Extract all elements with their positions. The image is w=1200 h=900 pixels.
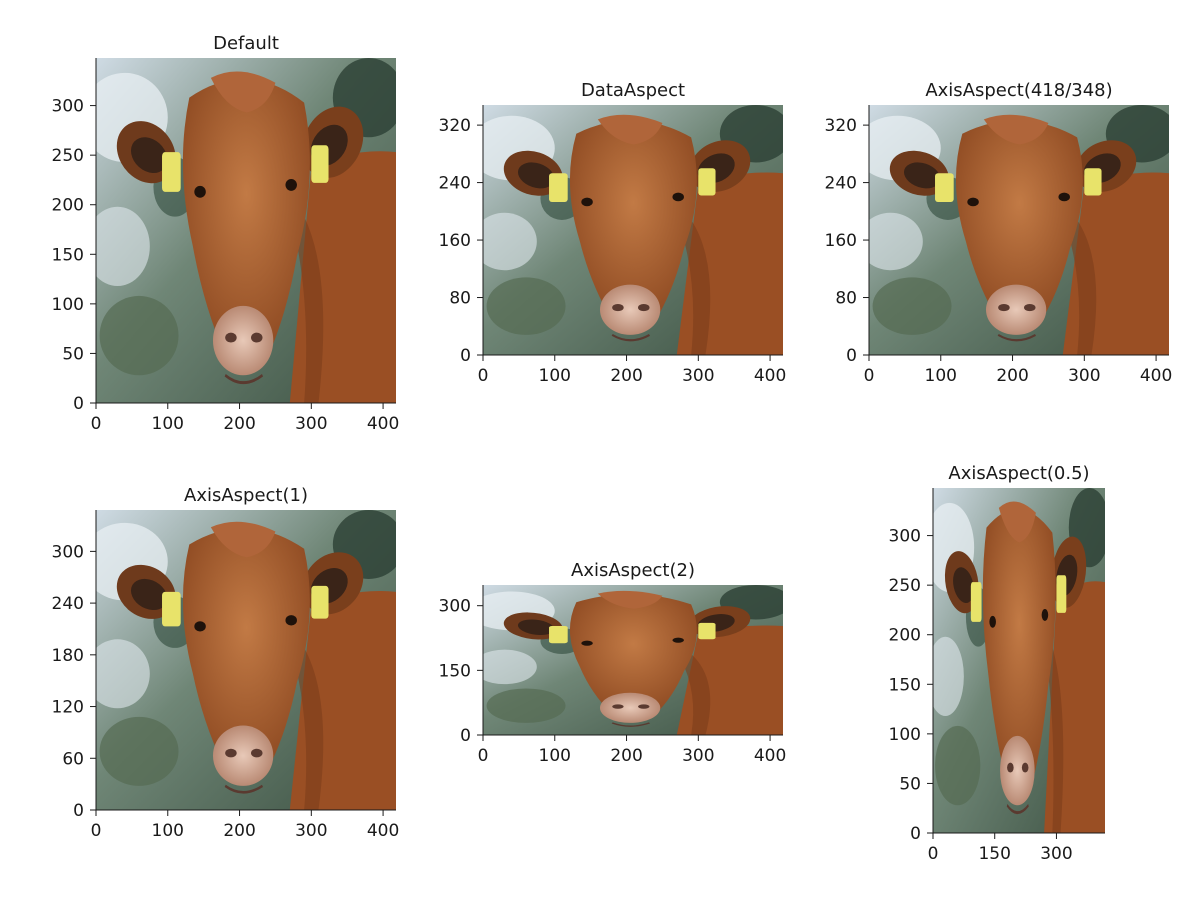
y-tick-label: 150 (889, 675, 921, 695)
x-tick-label: 0 (478, 746, 489, 766)
panel-title: AxisAspect(2) (571, 560, 695, 581)
x-tick-label: 300 (1040, 844, 1072, 864)
y-tick-label: 50 (899, 774, 921, 794)
panel-2: DataAspect 0 100 200 300 400 0 80 160 240 320 (439, 80, 787, 386)
x-tick-label: 400 (367, 414, 399, 434)
y-tick-label: 250 (52, 146, 84, 166)
y-tick-label: 320 (825, 116, 857, 136)
panel-title: Default (213, 33, 279, 54)
y-tick-label: 300 (52, 97, 84, 117)
x-tick-label: 200 (610, 366, 642, 386)
x-tick-label: 0 (928, 844, 939, 864)
x-tick-label: 300 (295, 414, 327, 434)
x-tick-label: 400 (754, 366, 786, 386)
x-tick-label: 200 (223, 414, 255, 434)
y-tick-label: 300 (52, 542, 84, 562)
x-tick-label: 0 (91, 414, 102, 434)
x-tick-label: 300 (682, 366, 714, 386)
y-tick-label: 250 (889, 576, 921, 596)
y-tick-label: 120 (52, 698, 84, 718)
y-tick-label: 80 (835, 289, 857, 309)
x-tick-label: 0 (91, 821, 102, 841)
y-tick-label: 100 (889, 725, 921, 745)
y-tick-label: 180 (52, 646, 84, 666)
x-tick-label: 100 (539, 366, 571, 386)
y-tick-label: 160 (439, 231, 471, 251)
y-tick-label: 240 (825, 174, 857, 194)
x-tick-label: 300 (1068, 366, 1100, 386)
x-tick-label: 0 (478, 366, 489, 386)
x-tick-label: 100 (539, 746, 571, 766)
x-tick-label: 400 (1140, 366, 1172, 386)
y-tick-label: 240 (439, 174, 471, 194)
cow-image (483, 585, 783, 735)
y-tick-label: 60 (62, 749, 84, 769)
y-tick-label: 300 (889, 527, 921, 547)
panel-title: DataAspect (581, 80, 685, 101)
y-tick-label: 160 (825, 231, 857, 251)
y-tick-label: 0 (73, 801, 84, 821)
panel-1: Default 0 100 200 300 400 0 50 100 150 200 250 300 (52, 33, 400, 434)
panel-4: AxisAspect(1) 0 100 200 300 400 0 60 120 180 240 30… (52, 485, 400, 841)
panel-title: AxisAspect(0.5) (948, 463, 1089, 484)
y-tick-label: 0 (73, 394, 84, 414)
panel-5: AxisAspect(2) 0 100 200 300 400 0 150 300 (439, 560, 787, 766)
y-tick-label: 320 (439, 116, 471, 136)
x-tick-label: 300 (682, 746, 714, 766)
panel-3: AxisAspect(418/348) 0 100 200 300 400 0 80 160 24… (825, 80, 1173, 386)
y-tick-label: 80 (449, 289, 471, 309)
panel-6: AxisAspect(0.5) 0 150 300 0 50 100 150 200 250 300 (889, 463, 1105, 864)
cow-image (933, 488, 1105, 833)
y-tick-label: 0 (910, 824, 921, 844)
x-tick-label: 100 (925, 366, 957, 386)
x-tick-label: 200 (223, 821, 255, 841)
y-tick-label: 50 (62, 344, 84, 364)
panel-title: AxisAspect(418/348) (925, 80, 1112, 101)
cow-image (96, 58, 396, 403)
y-tick-label: 300 (439, 597, 471, 617)
cow-image (96, 510, 396, 810)
x-tick-label: 400 (754, 746, 786, 766)
x-tick-label: 100 (152, 414, 184, 434)
panel-title: AxisAspect(1) (184, 485, 308, 506)
cow-image (483, 105, 783, 355)
y-tick-label: 150 (52, 245, 84, 265)
y-tick-label: 100 (52, 295, 84, 315)
x-tick-label: 200 (610, 746, 642, 766)
x-tick-label: 100 (152, 821, 184, 841)
y-tick-label: 200 (52, 196, 84, 216)
x-tick-label: 0 (864, 366, 875, 386)
x-tick-label: 200 (996, 366, 1028, 386)
y-tick-label: 0 (460, 346, 471, 366)
y-tick-label: 150 (439, 661, 471, 681)
x-tick-label: 300 (295, 821, 327, 841)
x-tick-label: 400 (367, 821, 399, 841)
y-tick-label: 0 (460, 726, 471, 746)
cow-image (869, 105, 1169, 355)
y-tick-label: 0 (846, 346, 857, 366)
y-tick-label: 200 (889, 626, 921, 646)
x-tick-label: 150 (978, 844, 1010, 864)
y-tick-label: 240 (52, 594, 84, 614)
